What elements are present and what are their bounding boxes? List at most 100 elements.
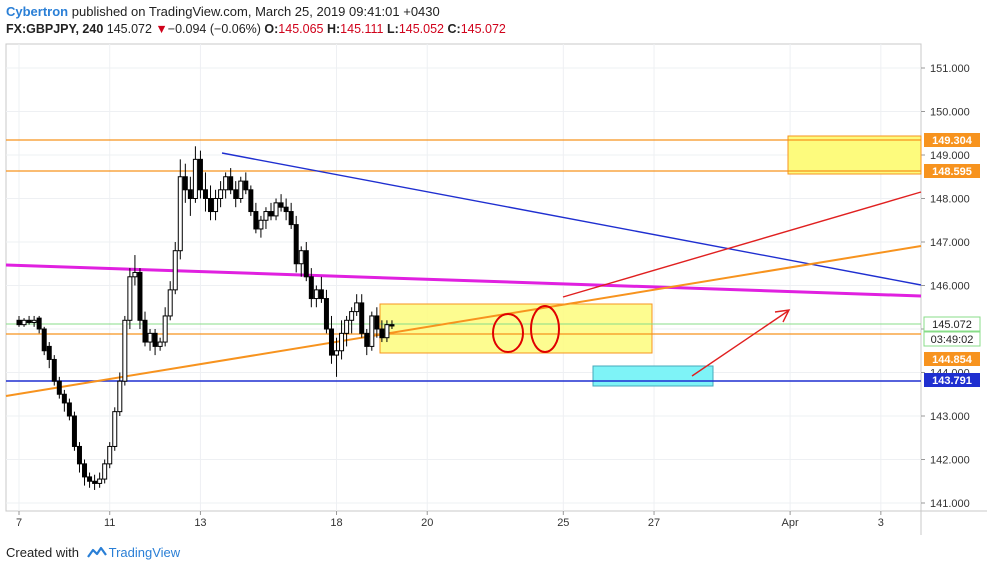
- label-143791-bg: [924, 373, 980, 387]
- candle-up: [263, 211, 269, 221]
- candle-down: [87, 476, 93, 482]
- candle-down: [374, 315, 380, 330]
- candle-down: [152, 332, 158, 347]
- y-tick-label: 148.000: [930, 194, 970, 206]
- price-chart[interactable]: 141.000142.000143.000144.000145.000146.0…: [0, 40, 987, 540]
- circle-marker-1[interactable]: [492, 313, 524, 353]
- candle-up: [354, 302, 360, 313]
- candle-down: [318, 289, 324, 300]
- candle-up: [122, 319, 128, 382]
- candle-up: [369, 315, 375, 347]
- label-143791: 143.791: [932, 375, 972, 387]
- candle-down: [197, 158, 203, 191]
- published-text: published on TradingView.com, March 25, …: [71, 4, 440, 19]
- y-tick-label: 151.000: [930, 63, 970, 75]
- candle-down: [56, 380, 62, 395]
- candle-down: [233, 189, 239, 200]
- candle-down: [303, 250, 309, 278]
- x-tick-label: 25: [557, 517, 569, 529]
- candle-down: [359, 302, 365, 334]
- candle-down: [208, 198, 214, 213]
- candle-up: [21, 319, 27, 326]
- candle-down: [202, 189, 208, 200]
- change-down-icon: ▼: [155, 22, 168, 36]
- candle-up: [349, 311, 355, 321]
- label-144854-bg: [924, 352, 980, 366]
- high-label: H:: [326, 22, 341, 36]
- blue-trendline[interactable]: [221, 152, 922, 286]
- tradingview-link[interactable]: TradingView: [108, 545, 181, 560]
- candle-up: [223, 176, 229, 191]
- yellow-zone-top[interactable]: [787, 135, 922, 175]
- circle-marker-2[interactable]: [530, 305, 560, 353]
- candle-down: [182, 176, 188, 191]
- label-countdown: 03:49:02: [931, 334, 974, 346]
- arrow-head-icon: [774, 309, 791, 323]
- label-144854: 144.854: [932, 354, 973, 366]
- label-149304: 149.304: [932, 135, 973, 147]
- footer: Created with TradingView: [6, 545, 180, 560]
- candle-down: [283, 206, 289, 213]
- y-tick-label: 150.000: [930, 107, 970, 119]
- candle-down: [268, 211, 274, 217]
- x-tick-label: 11: [104, 517, 115, 529]
- author-name[interactable]: Cybertron: [6, 4, 69, 19]
- label-149304-bg: [924, 133, 980, 147]
- label-148595-bg: [924, 164, 980, 178]
- candle-down: [243, 180, 249, 191]
- x-tick-label: 18: [330, 517, 342, 529]
- close-value: 145.072: [460, 22, 506, 36]
- candle-down: [76, 445, 82, 465]
- candle-down: [36, 317, 42, 330]
- candle-up: [112, 411, 118, 447]
- x-tick-label: 20: [421, 517, 433, 529]
- candle-down: [364, 332, 370, 347]
- y-axis: 141.000142.000143.000144.000145.000146.0…: [921, 63, 970, 510]
- y-tick-label: 142.000: [930, 455, 970, 467]
- candle-down: [16, 319, 22, 326]
- candle-down: [142, 319, 148, 343]
- candle-up: [177, 176, 183, 252]
- candle-down: [41, 328, 47, 352]
- candle-up: [107, 445, 113, 465]
- label-last-bg: [923, 316, 981, 332]
- x-axis: 7 11 13 18 20 25 27 Apr 3: [16, 511, 884, 529]
- candle-up: [238, 180, 244, 200]
- change-value: −0.094 (−0.06%): [167, 22, 261, 36]
- grid: [6, 44, 921, 511]
- candle-down: [82, 463, 88, 478]
- candle-down: [288, 211, 294, 226]
- candle-up: [97, 478, 103, 484]
- candle-down: [137, 271, 143, 321]
- tradingview-logo-icon: [86, 546, 107, 558]
- candle-down: [323, 298, 329, 330]
- label-148595: 148.595: [932, 166, 972, 178]
- y-tick-label: 143.000: [930, 411, 970, 423]
- candle-up: [273, 202, 279, 217]
- candle-up: [213, 198, 219, 213]
- last-price: 145.072: [106, 22, 152, 36]
- candle-down: [253, 211, 259, 230]
- label-last-price: 145.072: [932, 319, 972, 331]
- label-countdown-bg: [923, 331, 981, 347]
- candle-down: [389, 324, 395, 327]
- red-trendline[interactable]: [562, 191, 922, 298]
- magenta-trendline[interactable]: [5, 263, 922, 298]
- y-tick-label: 146.000: [930, 281, 970, 293]
- orange-trendline[interactable]: [5, 245, 922, 397]
- x-tick-label: 27: [648, 517, 660, 529]
- candle-up: [132, 271, 138, 278]
- candle-down: [379, 328, 385, 339]
- publish-info: Cybertron published on TradingView.com, …: [6, 4, 440, 19]
- price-labels: 149.304 148.595 145.072 03:49:02 144.854…: [923, 133, 981, 387]
- created-with-text: Created with: [6, 545, 79, 560]
- cyan-zone[interactable]: [592, 365, 714, 387]
- y-tick-label: 147.000: [930, 237, 970, 249]
- candle-down: [61, 393, 67, 404]
- projection-arrow[interactable]: [691, 310, 789, 377]
- candle-up: [162, 315, 168, 343]
- plot-frame: [5, 43, 922, 512]
- candle-down: [92, 480, 98, 484]
- ohlc-legend: FX:GBPJPY, 240 145.072 ▼−0.094 (−0.06%) …: [6, 22, 506, 36]
- candle-down: [328, 328, 334, 356]
